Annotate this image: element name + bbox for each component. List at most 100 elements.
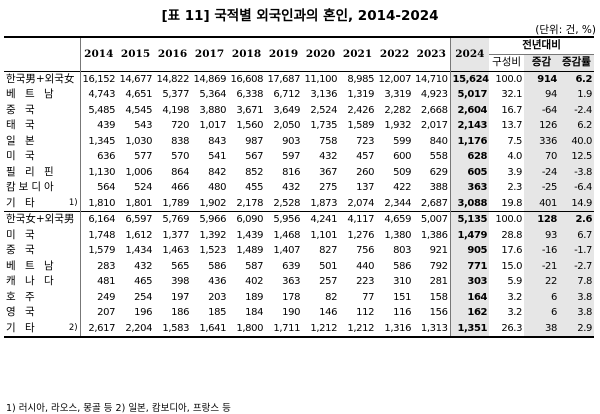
year-value-cell: 3,880: [199, 104, 227, 116]
year-value-cell: 5,364: [199, 89, 227, 100]
year-value-cell: 137: [356, 182, 375, 193]
year-value-cell: 599: [393, 135, 412, 147]
year-value-cell: 422: [393, 182, 412, 193]
year-value-cell: 6,164: [80, 211, 118, 228]
year-value-cell: 1,316: [376, 320, 414, 338]
change-cell: 336: [524, 133, 559, 149]
composition-cell: 4.0: [507, 151, 523, 162]
year-value-cell: 842: [208, 166, 227, 178]
year-value-cell: 587: [245, 260, 264, 272]
country-label: 영 국: [4, 305, 81, 321]
change-rate-cell: 6.2: [558, 70, 594, 87]
year-value-cell: 436: [208, 276, 227, 287]
year-value-cell: 1,612: [125, 229, 153, 241]
year-value-cell: 501: [319, 260, 338, 272]
year-value-cell: 116: [393, 307, 412, 318]
year-value-cell: 457: [356, 151, 375, 162]
year-value-cell: 723: [356, 135, 375, 147]
country-label: 기 타 1): [4, 195, 81, 212]
year-value-cell: 843: [208, 135, 227, 147]
year-value-cell: 4,545: [125, 104, 153, 116]
year-value-cell: 1,523: [199, 245, 227, 256]
year-value-cell: 838: [171, 135, 190, 147]
year-value-cell: 792: [413, 258, 451, 274]
country-label: 기 타 2): [4, 320, 81, 338]
value-2024-cell: 162: [450, 305, 490, 321]
year-value-cell: 827: [319, 245, 338, 256]
year-value-cell: 3,671: [236, 104, 264, 116]
row-label-text: 필 리 핀: [6, 165, 57, 178]
country-label: 미 국: [4, 227, 81, 243]
table-body: 한국男+외국女 16,152 14,677 14,822 14,869 16,608 17,…: [4, 70, 594, 338]
year-value-cell: 1,434: [125, 245, 153, 256]
country-label: 일 본: [4, 133, 81, 149]
change-cell: 22: [524, 274, 559, 290]
change-rate-cell: 6.7: [558, 227, 594, 243]
change-cell: 70: [524, 149, 559, 165]
year-value-cell: 1,017: [199, 120, 227, 131]
year-value-cell: 14,822: [154, 70, 192, 87]
table-row: 필 리 핀 1,130 1,006 864 842 852 816 367 260 509 629 6…: [4, 164, 594, 180]
year-value-cell: 1,276: [347, 229, 375, 241]
year-value-cell: 5,956: [265, 211, 303, 228]
change-rate-cell: -1.7: [558, 243, 594, 259]
year-value-cell: 1,345: [88, 135, 116, 147]
year-value-cell: 586: [393, 260, 412, 272]
year-value-cell: 1,407: [273, 245, 301, 256]
change-rate-cell: 2.9: [558, 320, 594, 338]
year-value-cell: 629: [413, 164, 451, 180]
year-value-cell: 1,380: [384, 229, 412, 241]
country-label: 필 리 핀: [4, 164, 81, 180]
year-value-cell: 597: [282, 151, 301, 162]
year-value-cell: 1,873: [310, 197, 338, 209]
country-label: 태 국: [4, 118, 81, 134]
header-year: 2017: [191, 36, 229, 71]
header-year: 2022: [376, 36, 414, 71]
year-value-cell: 1,006: [125, 166, 153, 178]
year-value-cell: 8,985: [339, 70, 377, 87]
year-value-cell: 6,090: [228, 211, 266, 228]
year-value-cell: 1,212: [302, 320, 340, 338]
composition-cell: 3.9: [507, 166, 523, 178]
row-label-text: 베 트 남: [6, 259, 57, 272]
group-label: 한국女+외국男: [4, 211, 81, 228]
change-rate-cell: 1.9: [558, 87, 594, 103]
change-cell: 38: [524, 320, 559, 338]
year-value-cell: 2,687: [413, 195, 451, 212]
row-label-text: 기 타: [6, 196, 38, 209]
year-value-cell: 756: [356, 245, 375, 256]
year-value-cell: 1,468: [273, 229, 301, 241]
year-value-cell: 758: [319, 135, 338, 147]
change-rate-cell: -2.4: [558, 102, 594, 118]
row-label-text: 한국女+외국男: [6, 213, 75, 225]
unit-label: (단위: 건, %): [535, 24, 596, 36]
year-value-cell: 203: [208, 291, 227, 303]
year-value-cell: 4,651: [125, 89, 153, 100]
composition-cell: 2.3: [507, 182, 523, 193]
year-value-cell: 567: [245, 151, 264, 162]
total-row: 한국女+외국男 6,164 6,597 5,769 5,966 6,090 5,956 4,2…: [4, 211, 594, 228]
year-value-cell: 17,687: [265, 70, 303, 87]
year-value-cell: 2,528: [273, 197, 301, 209]
change-rate-cell: 2.6: [558, 211, 594, 228]
year-value-cell: 2,204: [117, 320, 155, 338]
year-value-cell: 543: [134, 120, 153, 131]
year-value-cell: 207: [97, 307, 116, 318]
year-value-cell: 3,649: [273, 104, 301, 116]
row-label-text: 캄보디아: [6, 181, 57, 193]
composition-cell: 32.1: [501, 89, 523, 100]
year-value-cell: 112: [356, 307, 375, 318]
year-value-cell: 565: [171, 260, 190, 272]
year-value-cell: 1,030: [125, 135, 153, 147]
year-value-cell: 156: [413, 305, 451, 321]
year-value-cell: 1,101: [310, 229, 338, 241]
year-value-cell: 4,198: [162, 104, 190, 116]
year-value-cell: 636: [97, 151, 116, 162]
year-value-cell: 77: [362, 291, 375, 303]
header-year: 2023: [413, 36, 451, 71]
year-value-cell: 509: [393, 166, 412, 178]
row-label-text: 캐 나 다: [6, 275, 57, 287]
change-cell: 6: [524, 305, 559, 321]
change-rate-cell: 14.9: [558, 195, 594, 212]
year-value-cell: 4,241: [302, 211, 340, 228]
